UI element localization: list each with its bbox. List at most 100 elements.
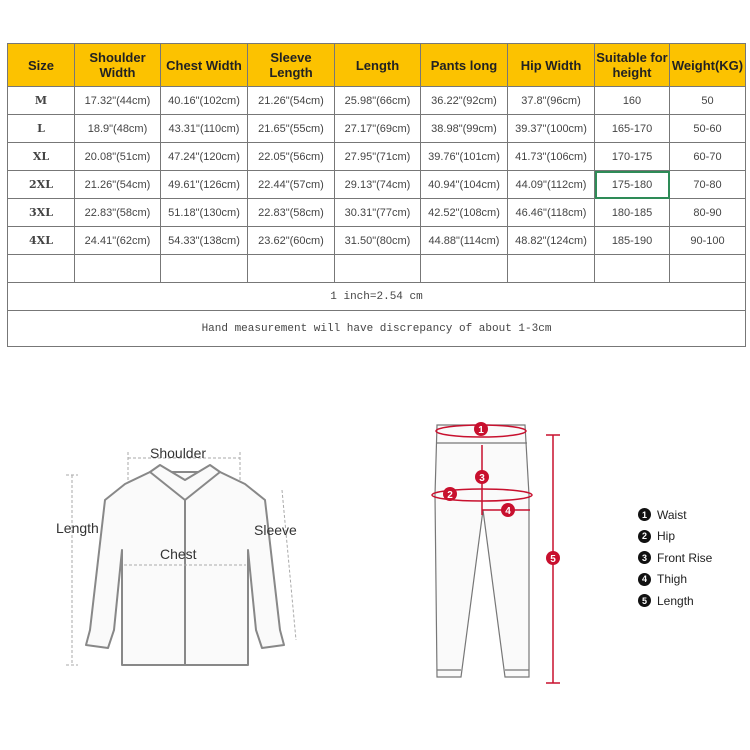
column-header: Size [7,43,75,87]
marker-1-text: 1 [478,425,484,436]
table-cell: 160 [594,86,670,115]
table-cell: 27.17"(69cm) [334,114,421,143]
table-cell: 41.73"(106cm) [507,142,595,171]
table-cell: 165-170 [594,114,670,143]
size-cell: 3XL [7,198,75,227]
number-1-icon: 1 [638,508,651,522]
table-row: M 17.32"(44cm) 40.16"(102cm) 21.26"(54cm) 25… [7,86,746,115]
legend-item-waist: 1 Waist [638,504,712,526]
table-cell: 18.9"(48cm) [74,114,161,143]
table-cell: 39.37"(100cm) [507,114,595,143]
empty-row [7,254,746,283]
column-header: Chest Width [160,43,248,87]
discrepancy-note: Hand measurement will have discrepancy o… [7,310,746,347]
legend-item-length: 5 Length [638,590,712,612]
column-header: Sleeve Length [247,43,335,87]
table-cell: 22.83"(58cm) [247,198,335,227]
table-cell: 36.22"(92cm) [420,86,508,115]
table-cell: 22.05"(56cm) [247,142,335,171]
table-cell: 31.50"(80cm) [334,226,421,255]
table-cell: 46.46"(118cm) [507,198,595,227]
size-cell: 4XL [7,226,75,255]
table-cell: 21.26"(54cm) [247,86,335,115]
table-cell: 50 [669,86,746,115]
legend-item-hip: 2 Hip [638,526,712,548]
table-cell: 44.88"(114cm) [420,226,508,255]
table-cell: 60-70 [669,142,746,171]
table-row: 3XL 22.83"(58cm) 51.18"(130cm) 22.83"(58cm)… [7,198,746,227]
marker-2-text: 2 [447,490,453,501]
chest-label: Chest [160,546,197,562]
size-cell: XL [7,142,75,171]
table-cell: 49.61"(126cm) [160,170,248,199]
table-cell: 54.33"(138cm) [160,226,248,255]
table-cell: 40.16"(102cm) [160,86,248,115]
table-cell: 39.76"(101cm) [420,142,508,171]
table-cell: 70-80 [669,170,746,199]
marker-1 [474,422,488,436]
table-cell: 80-90 [669,198,746,227]
column-header: Weight(KG) [669,43,746,87]
table-cell: 47.24"(120cm) [160,142,248,171]
table-header-row: Size Shoulder Width Chest Width Sleeve Leng… [7,43,746,87]
discrepancy-note-row: Hand measurement will have discrepancy o… [7,310,746,347]
empty-cell [594,254,670,283]
legend-label: Length [657,593,694,608]
legend-label: Thigh [657,572,688,587]
table-cell: 40.94"(104cm) [420,170,508,199]
empty-cell [247,254,335,283]
length-label: Length [56,520,99,536]
marker-5-text: 5 [550,554,556,565]
pants-legend: 1 Waist 2 Hip 3 Front Rise 4 Thigh 5 Length [638,504,712,612]
legend-label: Front Rise [657,550,713,565]
table-cell: 20.08"(51cm) [74,142,161,171]
table-cell: 48.82"(124cm) [507,226,595,255]
table-row: L 18.9"(48cm) 43.31"(110cm) 21.65"(55cm) 27.… [7,114,746,143]
empty-cell [334,254,421,283]
marker-4-text: 4 [505,506,511,517]
marker-4 [501,503,515,517]
column-header: Pants long [420,43,508,87]
empty-cell [74,254,161,283]
empty-cell [420,254,508,283]
shirt-diagram: Shoulder Length Chest Sleeve [50,440,310,690]
table-cell: 24.41"(62cm) [74,226,161,255]
table-cell: 30.31"(77cm) [334,198,421,227]
table-cell: 175-180 [594,170,670,199]
table-cell: 25.98"(66cm) [334,86,421,115]
number-4-icon: 4 [638,572,651,586]
table-cell: 43.31"(110cm) [160,114,248,143]
pants-diagram: 1 2 3 4 5 [425,415,565,690]
table-cell: 23.62"(60cm) [247,226,335,255]
table-cell: 90-100 [669,226,746,255]
size-cell: 2XL [7,170,75,199]
number-5-icon: 5 [638,594,651,608]
table-cell: 44.09"(112cm) [507,170,595,199]
empty-cell [7,254,75,283]
table-row: XL 20.08"(51cm) 47.24"(120cm) 22.05"(56cm) 2… [7,142,746,171]
table-row: 4XL 24.41"(62cm) 54.33"(138cm) 23.62"(60cm)… [7,226,746,255]
empty-cell [160,254,248,283]
marker-3 [475,470,489,484]
size-cell: L [7,114,75,143]
column-header: Hip Width [507,43,595,87]
table-cell: 51.18"(130cm) [160,198,248,227]
table-cell: 185-190 [594,226,670,255]
shoulder-label: Shoulder [150,445,207,461]
table-cell: 170-175 [594,142,670,171]
table-cell: 17.32"(44cm) [74,86,161,115]
table-cell: 38.98"(99cm) [420,114,508,143]
marker-2 [443,487,457,501]
size-cell: M [7,86,75,115]
legend-label: Waist [657,507,687,522]
legend-item-front-rise: 3 Front Rise [638,547,712,569]
column-header: Suitable for height [594,43,670,87]
number-3-icon: 3 [638,551,651,565]
empty-cell [669,254,746,283]
table-cell: 29.13"(74cm) [334,170,421,199]
table-row: 2XL 21.26"(54cm) 49.61"(126cm) 22.44"(57cm)… [7,170,746,199]
marker-3-text: 3 [479,473,485,484]
legend-label: Hip [657,529,676,544]
table-cell: 21.65"(55cm) [247,114,335,143]
marker-5 [546,551,560,565]
